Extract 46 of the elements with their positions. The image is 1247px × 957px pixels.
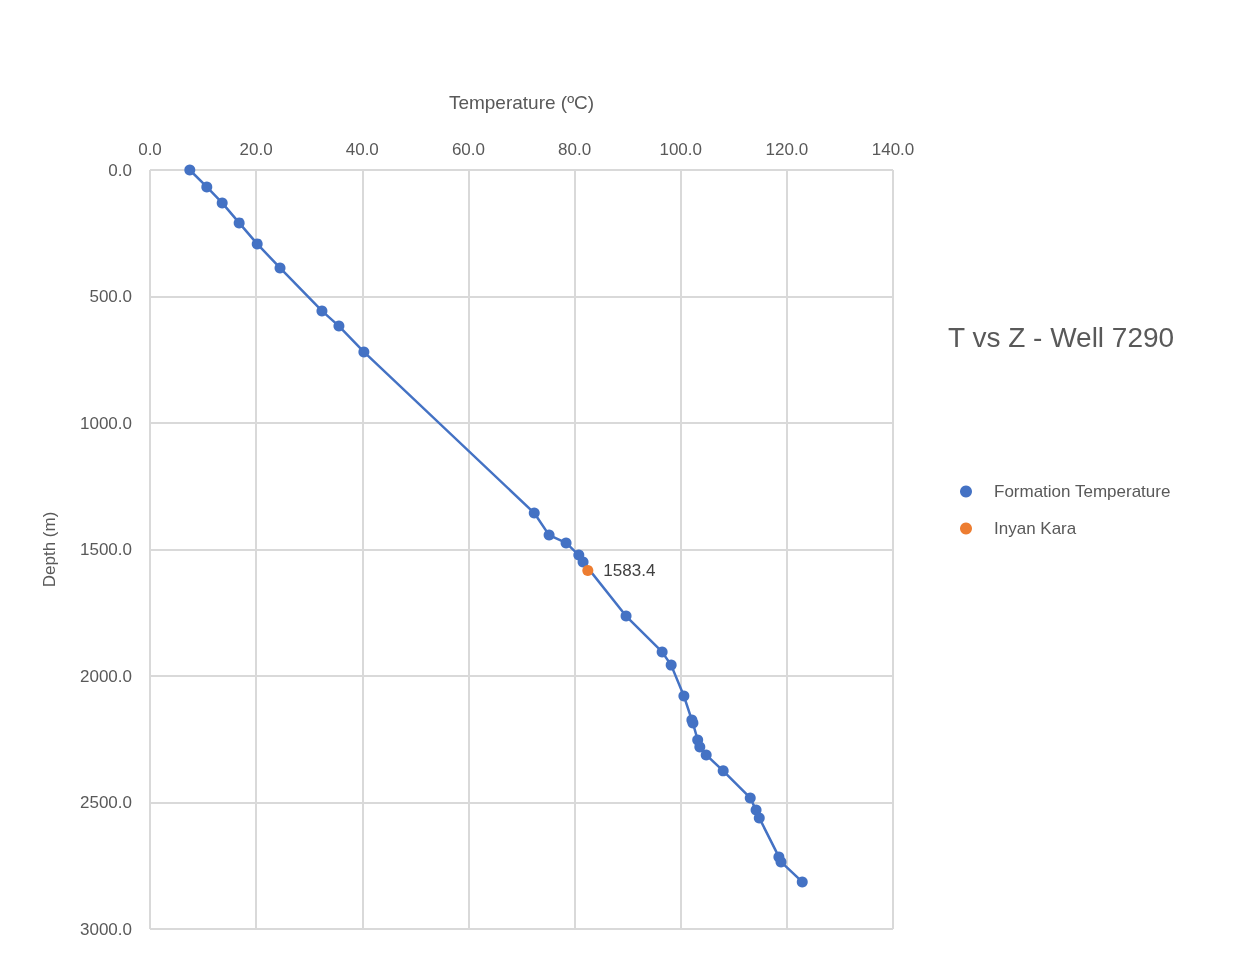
point [717,765,729,777]
y-tick-label: 0.0 [108,160,132,180]
point [560,537,572,549]
x-tick-label: 140.0 [871,140,915,159]
point [665,659,677,671]
point [233,217,245,229]
point [656,646,668,658]
y-tick-label: 2000.0 [80,666,132,686]
point [333,320,345,332]
point [796,876,808,888]
point [274,262,286,274]
y-tick-label: 1500.0 [80,540,132,559]
x-axis-title: Temperature (ºC) [448,92,595,113]
point [753,812,765,824]
x-tick-label: 0.0 [138,140,162,159]
point [316,305,328,317]
point [775,856,787,868]
x-tick-label: 120.0 [765,140,809,159]
point [744,792,756,804]
y-tick-label: 3000.0 [80,919,132,939]
point [678,690,690,702]
y-axis-title: Depth (m) [40,511,59,588]
x-tick-label: 40.0 [345,140,379,159]
x-tick-label: 100.0 [659,140,702,159]
legend-label: Inyan Kara [994,519,1077,538]
point [694,741,706,753]
x-tick-label: 60.0 [451,140,485,159]
y-tick-label: 2500.0 [80,793,132,812]
y-tick-label: 500.0 [89,287,132,306]
text: T vs Z - Well 7290 [948,321,1175,353]
point [201,181,213,193]
data-label: 1583.4 [603,561,656,581]
x-tick-label: 20.0 [239,140,273,159]
point [358,346,370,358]
point [577,556,589,568]
point [700,749,712,761]
point [216,197,228,209]
point [251,238,263,250]
y-tick-label: 1000.0 [80,413,132,433]
legend-label: Formation Temperature [994,482,1171,501]
point [543,529,555,541]
x-tick-label: 80.0 [558,140,592,159]
point [528,507,540,519]
point [184,164,196,176]
point [582,565,594,577]
point [620,610,632,622]
